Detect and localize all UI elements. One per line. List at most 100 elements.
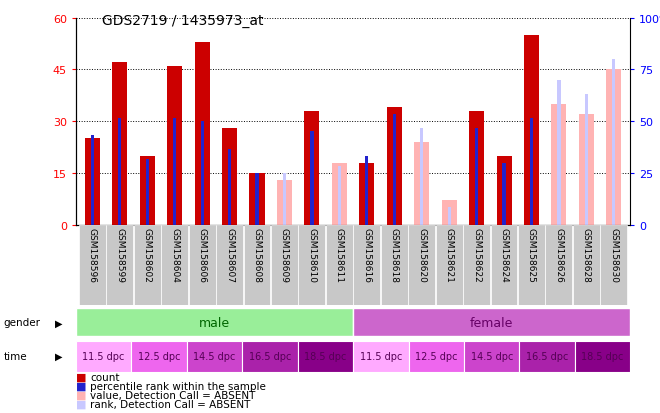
Bar <box>106 225 133 306</box>
Bar <box>249 173 265 225</box>
Text: GSM158630: GSM158630 <box>609 228 618 282</box>
Bar <box>173 119 176 225</box>
Bar <box>271 225 298 306</box>
Text: GSM158596: GSM158596 <box>88 228 97 282</box>
Text: GSM158606: GSM158606 <box>197 228 207 282</box>
Bar <box>612 60 616 225</box>
Bar <box>353 309 630 337</box>
Bar <box>579 115 594 225</box>
Bar <box>228 150 231 225</box>
Bar <box>76 341 131 372</box>
Text: GSM158628: GSM158628 <box>582 228 591 282</box>
Text: GSM158616: GSM158616 <box>362 228 372 282</box>
Bar <box>112 63 127 225</box>
Bar <box>332 163 347 225</box>
Bar <box>201 122 204 225</box>
Text: ■: ■ <box>76 372 86 382</box>
Bar <box>76 309 353 337</box>
Text: GSM158599: GSM158599 <box>115 228 124 282</box>
Bar <box>601 225 627 306</box>
Bar <box>85 139 100 225</box>
Text: GSM158602: GSM158602 <box>143 228 152 282</box>
Text: male: male <box>199 316 230 329</box>
Bar <box>469 112 484 225</box>
Bar <box>436 225 463 306</box>
Bar <box>463 225 490 306</box>
Text: percentile rank within the sample: percentile rank within the sample <box>90 381 266 391</box>
Bar <box>283 173 286 225</box>
Text: ▶: ▶ <box>55 318 62 328</box>
Bar <box>447 218 451 225</box>
Bar <box>118 119 121 225</box>
Text: gender: gender <box>3 318 40 328</box>
Bar <box>365 156 368 225</box>
Text: GSM158618: GSM158618 <box>390 228 399 282</box>
Text: female: female <box>470 316 513 329</box>
Bar <box>530 119 533 225</box>
Bar <box>414 142 429 225</box>
Text: 18.5 dpc: 18.5 dpc <box>304 351 346 361</box>
Bar <box>464 341 519 372</box>
Bar <box>551 104 566 225</box>
Text: GSM158608: GSM158608 <box>253 228 261 282</box>
Bar <box>134 225 160 306</box>
Bar <box>519 341 575 372</box>
Text: GSM158622: GSM158622 <box>472 228 481 282</box>
Bar <box>502 163 506 225</box>
Text: ■: ■ <box>76 390 86 400</box>
Text: ■: ■ <box>76 381 86 391</box>
Text: rank, Detection Call = ABSENT: rank, Detection Call = ABSENT <box>90 399 251 409</box>
Text: 14.5 dpc: 14.5 dpc <box>193 351 236 361</box>
Bar <box>447 208 451 225</box>
Text: 12.5 dpc: 12.5 dpc <box>415 351 457 361</box>
Bar <box>524 36 539 225</box>
Bar <box>187 341 242 372</box>
Bar <box>409 225 435 306</box>
Text: 11.5 dpc: 11.5 dpc <box>360 351 402 361</box>
Text: GSM158621: GSM158621 <box>445 228 453 282</box>
Text: GSM158620: GSM158620 <box>417 228 426 282</box>
Text: 16.5 dpc: 16.5 dpc <box>526 351 568 361</box>
Bar <box>146 160 149 225</box>
Text: 14.5 dpc: 14.5 dpc <box>471 351 513 361</box>
Bar <box>353 225 380 306</box>
Bar <box>244 225 271 306</box>
Bar <box>167 67 182 225</box>
Text: 12.5 dpc: 12.5 dpc <box>138 351 180 361</box>
Text: GSM158610: GSM158610 <box>308 228 316 282</box>
Bar <box>381 225 408 306</box>
Text: value, Detection Call = ABSENT: value, Detection Call = ABSENT <box>90 390 256 400</box>
Bar <box>359 163 374 225</box>
Bar <box>575 341 630 372</box>
Bar <box>490 225 517 306</box>
Bar <box>277 180 292 225</box>
Bar <box>242 341 298 372</box>
Text: 16.5 dpc: 16.5 dpc <box>249 351 291 361</box>
Bar <box>90 135 94 225</box>
Bar <box>326 225 353 306</box>
Text: GSM158604: GSM158604 <box>170 228 180 282</box>
Bar <box>222 129 237 225</box>
Bar <box>338 166 341 225</box>
Bar <box>189 225 216 306</box>
Text: count: count <box>90 372 120 382</box>
Bar <box>140 156 155 225</box>
Bar <box>298 225 325 306</box>
Text: GSM158609: GSM158609 <box>280 228 289 282</box>
Text: ▶: ▶ <box>55 351 62 361</box>
Bar <box>420 129 423 225</box>
Text: time: time <box>3 351 27 361</box>
Bar <box>79 225 106 306</box>
Bar <box>387 108 402 225</box>
Text: 18.5 dpc: 18.5 dpc <box>581 351 624 361</box>
Bar <box>409 341 464 372</box>
Bar <box>557 81 560 225</box>
Text: GSM158607: GSM158607 <box>225 228 234 282</box>
Bar <box>607 70 621 225</box>
Bar <box>131 341 187 372</box>
Text: GSM158625: GSM158625 <box>527 228 536 282</box>
Text: 11.5 dpc: 11.5 dpc <box>82 351 125 361</box>
Bar <box>298 341 353 372</box>
Bar <box>518 225 545 306</box>
Bar <box>216 225 243 306</box>
